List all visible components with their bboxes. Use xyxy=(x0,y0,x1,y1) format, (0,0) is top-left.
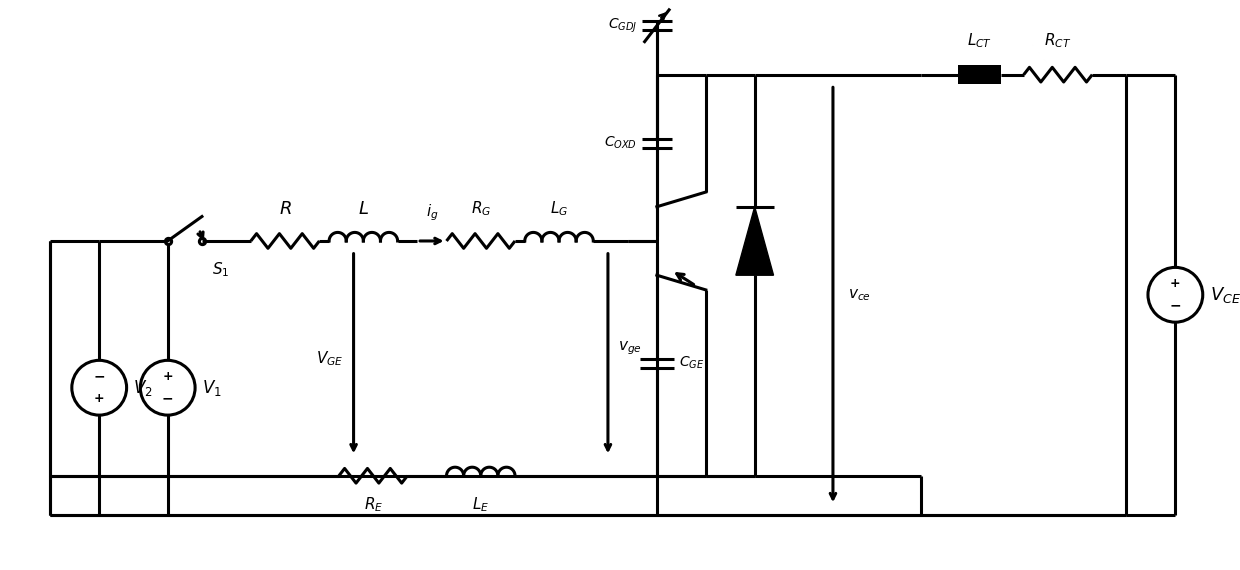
Text: $V_{CE}$: $V_{CE}$ xyxy=(1209,285,1240,305)
Text: $L$: $L$ xyxy=(358,201,368,218)
Polygon shape xyxy=(735,207,774,275)
Text: $R_E$: $R_E$ xyxy=(363,495,383,514)
Text: $V_{GE}$: $V_{GE}$ xyxy=(316,349,343,368)
Text: $C_{GDJ}$: $C_{GDJ}$ xyxy=(608,17,637,35)
Text: $S_1$: $S_1$ xyxy=(212,260,229,279)
Text: −: − xyxy=(162,392,174,406)
Text: $R$: $R$ xyxy=(279,201,291,218)
Text: +: + xyxy=(1171,278,1180,290)
Text: $i_g$: $i_g$ xyxy=(425,203,438,223)
Text: +: + xyxy=(162,370,174,383)
Text: $v_{ge}$: $v_{ge}$ xyxy=(618,340,641,357)
Text: +: + xyxy=(94,392,104,405)
Text: $C_{GE}$: $C_{GE}$ xyxy=(678,355,704,372)
Text: $V_1$: $V_1$ xyxy=(202,378,222,398)
Text: $R_{CT}$: $R_{CT}$ xyxy=(1044,31,1071,50)
Text: $L_G$: $L_G$ xyxy=(549,200,568,218)
Text: −: − xyxy=(93,370,105,384)
Text: $v_{ce}$: $v_{ce}$ xyxy=(848,287,870,303)
Text: $C_{OXD}$: $C_{OXD}$ xyxy=(604,135,637,152)
Text: $V_2$: $V_2$ xyxy=(134,378,153,398)
Text: $L_{CT}$: $L_{CT}$ xyxy=(967,31,992,50)
FancyBboxPatch shape xyxy=(959,65,1001,84)
Text: $R_G$: $R_G$ xyxy=(471,200,491,218)
Text: −: − xyxy=(1169,299,1182,313)
Text: $L_E$: $L_E$ xyxy=(472,495,490,514)
